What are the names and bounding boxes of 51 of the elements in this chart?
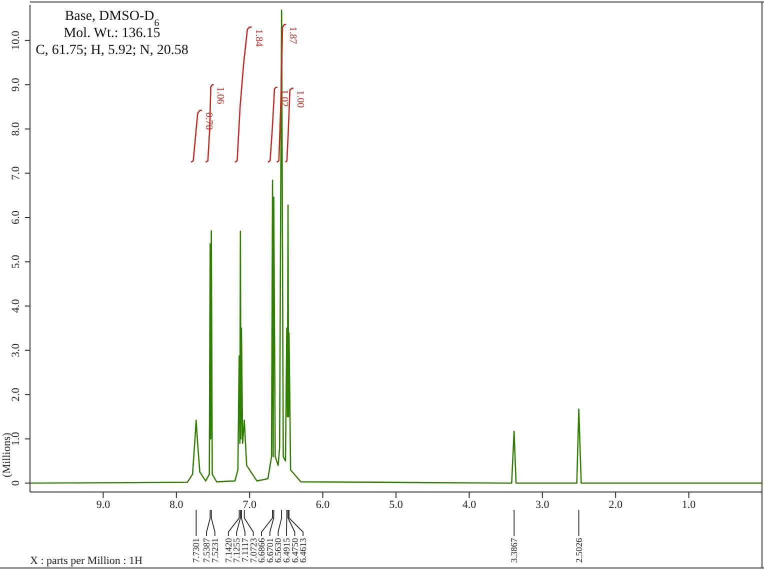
- y-tick-label: 3.0: [10, 342, 22, 358]
- y-tick-label: 2.0: [10, 387, 22, 402]
- annotation: 6.5630: [273, 538, 284, 563]
- line-series: [205, 84, 214, 163]
- annotation: 7.5387: [202, 538, 212, 563]
- y-tick-label: 10.0: [10, 30, 22, 50]
- annotation: 2.5026: [574, 538, 584, 563]
- line-series: [276, 24, 287, 163]
- annotation: 6.4750: [290, 538, 300, 563]
- annotation: 6.6701: [264, 538, 275, 563]
- annotation: 3.3867: [509, 538, 520, 563]
- y-tick-label: 7.0: [10, 166, 22, 180]
- x-tick-label: 3.0: [536, 498, 550, 511]
- annotation: 1.02: [278, 89, 290, 107]
- y-tick-label: 6.0: [10, 210, 22, 224]
- x-tick-label: 1.0: [682, 498, 696, 511]
- annotation: 1.06: [214, 86, 226, 104]
- x-axis-title: X : parts per Million : 1H: [30, 555, 142, 567]
- annotation: 7.1255: [232, 538, 242, 563]
- annotation: C, 61.75; H, 5.92; N, 20.58: [36, 43, 188, 58]
- y-tick-label: 8.0: [10, 122, 22, 136]
- annotation: 7.1117: [240, 538, 250, 562]
- annotation: 1.87: [286, 26, 298, 44]
- x-tick-label: 9.0: [96, 498, 111, 511]
- chart-title: Base, DMSO-D$_{6}$: [64, 9, 160, 28]
- annotation: 7.1420: [223, 538, 234, 563]
- y-tick-label: 1.0: [10, 432, 22, 446]
- line-series: [30, 10, 762, 484]
- annotation: 1.00: [294, 90, 306, 108]
- line-series: [267, 86, 278, 163]
- line-series: [234, 26, 252, 163]
- line-series: [190, 110, 203, 163]
- x-tick-label: 8.0: [170, 498, 184, 511]
- y-tick-label: 0: [10, 480, 22, 486]
- annotation: 6.6866: [256, 538, 267, 563]
- x-tick-label: 6.0: [316, 498, 330, 511]
- annotation: 6.4915: [281, 538, 292, 563]
- x-tick-label: 7.0: [242, 498, 257, 511]
- text: Mol. Wt.: 136.15: [64, 26, 160, 41]
- y-tick-label: 4.0: [10, 298, 22, 313]
- y-axis-title: (Millions): [1, 432, 13, 478]
- annotation: 6.4613: [298, 538, 308, 563]
- y-tick-label: 5.0: [10, 254, 22, 269]
- y-tick-label: 9.0: [10, 77, 22, 92]
- x-tick-label: 5.0: [389, 498, 404, 511]
- x-tick-label: 2.0: [608, 498, 623, 511]
- annotation: 1.84: [252, 29, 264, 47]
- annotation: 7.7301: [191, 538, 202, 563]
- x-tick-label: 4.0: [462, 498, 477, 511]
- annotation: 7.5231: [210, 538, 220, 563]
- annotation: 7.0723: [248, 538, 258, 563]
